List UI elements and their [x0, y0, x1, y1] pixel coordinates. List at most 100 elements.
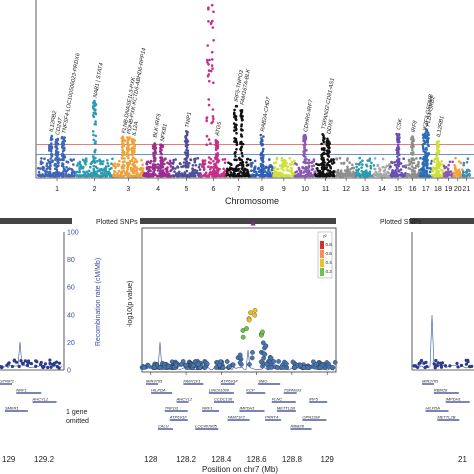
center-point [227, 364, 232, 369]
manhattan-hit-point [49, 157, 53, 160]
center-point [290, 359, 296, 365]
manhattan-point [177, 174, 180, 177]
center-xticks: 128 128.2 128.4 128.6 128.8 129 [144, 372, 334, 464]
manhattan-point [78, 170, 81, 173]
manhattan-hit-point [205, 119, 208, 123]
manhattan-point [331, 162, 334, 165]
right-point [456, 365, 460, 369]
manhattan-hit-point [438, 164, 441, 168]
center-point [332, 360, 338, 365]
manhattan-point [393, 161, 397, 164]
manhattan-point [338, 174, 342, 178]
manhattan-hit-point [207, 156, 211, 159]
manhattan-point [419, 171, 423, 175]
manhattan-hit-point [62, 139, 66, 143]
center-point [275, 365, 280, 370]
right-point [425, 364, 429, 369]
manhattan-hit-point [214, 143, 217, 147]
manhattan-point [404, 164, 408, 167]
manhattan-point [156, 169, 160, 172]
manhattan-point [263, 167, 267, 170]
manhattan-point [41, 168, 45, 171]
manhattan-point [125, 170, 129, 173]
manhattan-hit-label: IL12A [131, 121, 139, 137]
manhattan-hit-point [321, 170, 325, 174]
manhattan-point [301, 166, 305, 170]
manhattan-hit-point [412, 139, 416, 142]
manhattan-point [78, 162, 82, 166]
manhattan-xlabel: Chromosome [225, 196, 279, 206]
manhattan-point [375, 174, 379, 177]
manhattan-hit-point [94, 134, 98, 138]
manhattan-hit-point [208, 58, 211, 62]
manhattan-point [358, 174, 362, 177]
manhattan-hit-point [426, 131, 430, 135]
manhattan-point [166, 166, 169, 169]
manhattan-hit-point [60, 154, 64, 157]
manhattan-hit-point [212, 81, 215, 85]
manhattan-point [453, 174, 457, 178]
manhattan-point [174, 167, 177, 170]
left-point [52, 361, 57, 365]
manhattan-hit-point [121, 145, 124, 148]
manhattan-point [358, 163, 361, 166]
r2-swatch [320, 268, 324, 276]
manhattan-point [341, 172, 345, 175]
manhattan-hit-point [121, 153, 125, 157]
manhattan-point [289, 166, 293, 170]
manhattan-point [201, 162, 204, 166]
manhattan-point [304, 169, 308, 173]
manhattan-point [64, 172, 68, 176]
manhattan-point [381, 165, 385, 169]
manhattan-point [304, 174, 308, 178]
manhattan-point [213, 174, 217, 178]
manhattan-point [446, 170, 450, 173]
manhattan-point [87, 169, 91, 173]
manhattan-hit-point [233, 126, 236, 129]
right-point [422, 361, 426, 365]
manhattan-point [230, 167, 234, 170]
manhattan-hit-point [397, 147, 401, 150]
manhattan-hit-point [326, 158, 330, 161]
left-point [10, 364, 14, 369]
center-point [204, 361, 210, 367]
manhattan-point [439, 174, 442, 177]
manhattan-point [70, 159, 74, 162]
manhattan-hit-label: DDX6 [326, 118, 335, 134]
gene-label: ATP6V1F [169, 415, 188, 420]
manhattan-point [280, 156, 284, 160]
manhattan-hit-point [61, 149, 65, 153]
manhattan-hit-point [130, 158, 134, 161]
manhattan-point [191, 170, 194, 173]
manhattan-hit-point [93, 122, 97, 126]
left-y2-label: Recombination rate (cM/Mb) [95, 258, 102, 346]
manhattan-point [194, 174, 197, 178]
r2-swatch-label: 0.2 [326, 269, 333, 274]
manhattan-hit-point [262, 154, 265, 158]
manhattan-hit-point [161, 166, 165, 169]
manhattan-hit-point [240, 110, 244, 114]
manhattan-point [65, 160, 68, 163]
manhattan-hit-point [302, 154, 306, 158]
manhattan-point [80, 167, 83, 170]
manhattan-point [467, 168, 470, 172]
manhattan-point [332, 158, 335, 162]
manhattan-hit-point [154, 156, 157, 160]
manhattan-hit-point [436, 142, 440, 146]
manhattan-hit-point [397, 153, 401, 156]
manhattan-point [247, 163, 250, 167]
manhattan-point [379, 174, 382, 178]
manhattan-point [110, 166, 113, 170]
gene-label: SMKR1 [5, 406, 19, 411]
manhattan-hit-point [322, 173, 326, 176]
center-point [291, 365, 297, 370]
manhattan-hit-point [215, 172, 219, 176]
manhattan-hit-point [325, 149, 329, 152]
manhattan-hit-point [186, 155, 189, 158]
center-point [279, 365, 285, 370]
left-recomb-tick-label: 0 [67, 368, 71, 375]
gene-label: STRIP2 [0, 379, 15, 384]
manhattan-point [92, 164, 96, 168]
manhattan-point [87, 174, 91, 178]
gene-label: TNPO3 [165, 406, 179, 411]
